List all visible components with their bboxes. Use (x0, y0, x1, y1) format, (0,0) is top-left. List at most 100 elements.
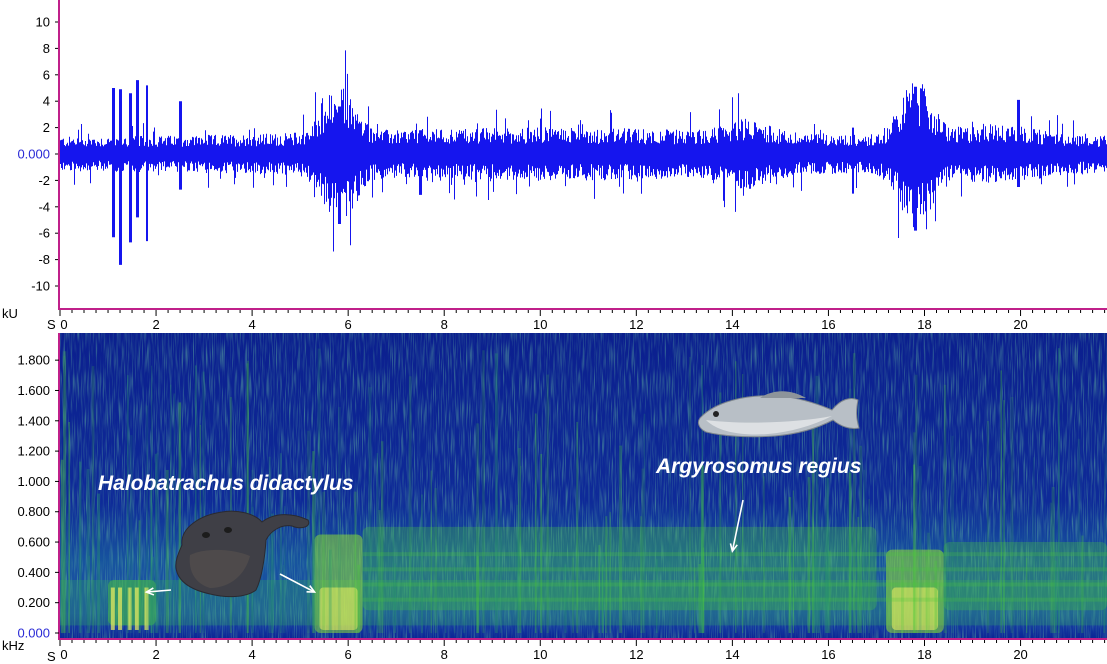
spectrogram-streak (1026, 557, 1028, 633)
spectrogram-x-tick-label: 10 (533, 647, 547, 662)
spectrogram-streak (641, 468, 644, 633)
waveform-y-unit-label: kU (2, 306, 18, 321)
spectrogram-y-tick-label: 0.800 (17, 504, 50, 519)
spectrogram-y-tick-label: 1.400 (17, 413, 50, 428)
spectrogram-streak (689, 356, 691, 633)
spectrogram-streak (564, 564, 567, 633)
waveform-y-tick-label: -6 (38, 226, 50, 241)
spectrogram-streak (462, 525, 466, 633)
spectrogram-streak (813, 558, 816, 633)
spectrogram-streak (576, 421, 579, 633)
spectrogram-streak (987, 420, 989, 633)
spectrogram-streak (495, 353, 498, 633)
spectrogram-harmonic-band (362, 582, 1107, 587)
spectrogram-streak (279, 453, 282, 633)
spectrogram-streak (518, 447, 521, 633)
spectrogram-x-tick-label: 0 (60, 647, 67, 662)
spectrogram-streak (817, 571, 821, 633)
spectrogram-streak (476, 423, 479, 633)
spectrogram-streak (901, 559, 904, 633)
spectrogram-pulse (144, 587, 149, 630)
spectrogram-streak (945, 489, 948, 633)
annotation-arrowhead (729, 543, 738, 553)
spectrogram-streak (368, 387, 372, 633)
spectrogram-x-tick-label: 20 (1013, 647, 1027, 662)
waveform-y-tick-label: -2 (38, 173, 50, 188)
spectrogram-streak (694, 568, 696, 633)
spectrogram-streak (1103, 557, 1105, 633)
spectrogram-x-tick-label: 14 (725, 647, 739, 662)
waveform-y-tick-label: 4 (43, 94, 50, 109)
spectrogram-streak (520, 465, 522, 633)
spectrogram-streak (915, 374, 918, 633)
annotation-arrow (279, 573, 315, 593)
spectrogram-streak (849, 388, 852, 633)
spectrogram-pulse (110, 587, 115, 630)
spectrogram-streak (430, 470, 432, 633)
spectrogram-pulse (127, 587, 132, 630)
spectrogram-streak (146, 405, 148, 633)
spectrogram-streak (282, 564, 284, 633)
meagre-illustration (697, 391, 860, 438)
spectrogram-streak (698, 563, 702, 633)
spectrogram-streak (63, 351, 67, 633)
spectrogram-streak (605, 516, 608, 633)
spectrogram-streak (328, 549, 332, 633)
spectrogram-streak (247, 360, 249, 633)
spectrogram-streak (130, 435, 133, 633)
spectrogram-streak (788, 497, 792, 633)
spectrogram-streak (307, 430, 310, 633)
spectrogram-streak (655, 559, 658, 633)
spectrogram-streak (312, 451, 315, 633)
annotation-arrow (146, 589, 172, 593)
spectrogram-streak (68, 421, 71, 633)
spectrogram-pulse (118, 587, 123, 630)
spectrogram-streak (394, 563, 396, 633)
spectrogram-streak (601, 564, 604, 633)
spectrogram-streak (925, 551, 928, 633)
spectrogram-streak (852, 353, 856, 633)
label-halobatrachus-didactylus: Halobatrachus didactylus (98, 472, 354, 495)
spectrogram-streak (173, 393, 175, 633)
waveform-y-tick-label: -8 (38, 252, 50, 267)
spectrogram-streak (317, 348, 321, 633)
spectrogram-streak (1104, 453, 1106, 633)
waveform-y-ticks: 10 8 6 4 2 0.000 -2 -4 -6 -8 -10 (17, 15, 59, 294)
spectrogram-streak (807, 477, 811, 633)
spectrogram-streak (762, 476, 765, 633)
spectrogram-streak (91, 366, 95, 633)
spectrogram-streak (202, 371, 205, 633)
spectrogram-energy-regions (60, 526, 1107, 633)
spectrogram-hot-spot (319, 587, 358, 630)
spectrogram-streak (824, 469, 828, 633)
waveform-y-tick-label: -4 (38, 199, 50, 214)
spectrogram-streak (643, 413, 646, 633)
spectrogram-harmonic-band (362, 597, 1107, 602)
spectrogram-streak (376, 453, 379, 633)
waveform-x-tick-label: 20 (1013, 317, 1027, 332)
spectrogram-streak (408, 376, 412, 633)
waveform-x-tick-label: 6 (345, 317, 352, 332)
species-annotations: Halobatrachus didactylus Argyrosomus reg… (98, 455, 861, 596)
spectrogram-streak (669, 376, 671, 633)
spectrogram-streak (828, 550, 831, 633)
spectrogram-energy-region (362, 526, 877, 611)
spectrogram-x-tick-label: 18 (917, 647, 931, 662)
spectrogram-streak (270, 513, 274, 633)
waveform-x-tick-label: 12 (629, 317, 643, 332)
spectrogram-streak (79, 461, 82, 633)
spectrogram-streak (194, 365, 197, 633)
spectrogram-x-tick-label: 6 (345, 647, 352, 662)
waveform-x-tick-label: 8 (441, 317, 448, 332)
spectrogram-streak (815, 375, 819, 633)
spectrogram-energy-region (943, 542, 1107, 611)
spectrogram-streak (268, 456, 271, 633)
spectrogram-y-tick-label: 1.600 (17, 383, 50, 398)
spectrogram-pulse (134, 587, 139, 630)
spectrogram-streak (500, 500, 502, 633)
spectrogram-streak (1077, 438, 1081, 633)
spectrogram-streak (378, 510, 381, 633)
spectrogram-streak (619, 445, 623, 633)
spectrogram-streak (284, 506, 286, 633)
spectrogram-harmonic-band (362, 552, 1107, 557)
